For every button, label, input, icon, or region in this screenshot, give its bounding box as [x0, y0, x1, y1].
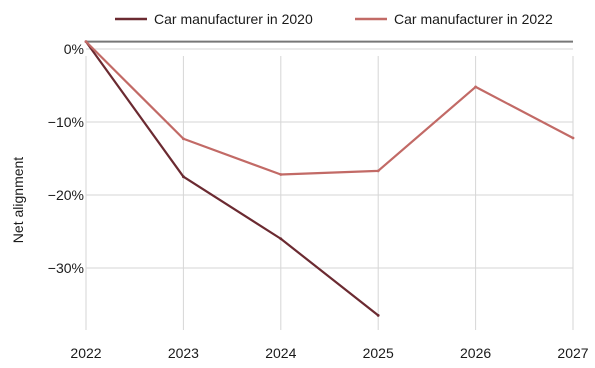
legend: Car manufacturer in 2020 Car manufacture… — [115, 11, 553, 27]
legend-label-2022: Car manufacturer in 2022 — [394, 11, 553, 27]
y-tick-label: 0% — [64, 41, 84, 57]
x-tick-label: 2022 — [70, 345, 101, 361]
data-point — [182, 175, 185, 179]
data-point — [474, 85, 477, 89]
data-point — [376, 314, 380, 317]
legend-item-2020: Car manufacturer in 2020 — [115, 11, 313, 27]
data-point — [182, 137, 185, 141]
x-tick-labels: 2022 2023 2024 2025 2026 2027 — [70, 345, 588, 361]
x-tick-label: 2024 — [265, 345, 296, 361]
series-lines — [84, 40, 575, 317]
data-point — [279, 173, 283, 176]
data-point — [84, 40, 88, 44]
grid — [85, 48, 574, 330]
legend-label-2020: Car manufacturer in 2020 — [154, 11, 313, 27]
series-line-0 — [84, 40, 380, 317]
series-line-1 — [84, 40, 575, 176]
x-tick-label: 2023 — [168, 345, 199, 361]
data-point — [279, 237, 283, 241]
x-tick-label: 2026 — [460, 345, 491, 361]
y-tick-labels: 0% −10% −20% −30% — [48, 41, 84, 276]
y-axis-title: Net alignment — [10, 157, 26, 243]
x-tick-label: 2027 — [557, 345, 588, 361]
legend-item-2022: Car manufacturer in 2022 — [355, 11, 553, 27]
data-point — [571, 136, 575, 140]
data-point — [376, 169, 380, 173]
y-tick-label: −10% — [48, 114, 84, 130]
x-tick-label: 2025 — [363, 345, 394, 361]
y-tick-label: −20% — [48, 187, 84, 203]
y-tick-label: −30% — [48, 260, 84, 276]
